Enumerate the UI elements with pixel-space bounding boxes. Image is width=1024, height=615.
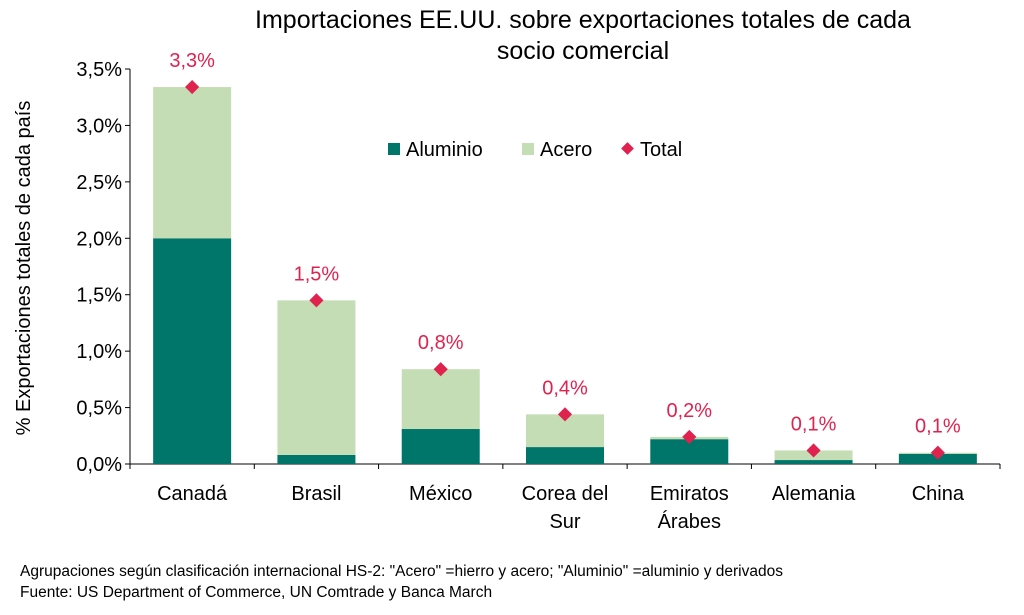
total-marker <box>557 407 573 422</box>
chart-title-line: Importaciones EE.UU. sobre exportaciones… <box>255 6 911 34</box>
legend-label-acero: Acero <box>540 139 592 161</box>
legend-swatch-total <box>621 142 634 155</box>
bar-aluminio <box>277 454 356 464</box>
y-tick-label: 3,5% <box>76 59 122 81</box>
bar-acero <box>277 300 356 455</box>
legend-label-aluminio: Aluminio <box>406 139 483 161</box>
bar-acero <box>401 369 480 430</box>
total-data-label: 0,8% <box>418 332 464 354</box>
chart: Importaciones EE.UU. sobre exportaciones… <box>13 6 1001 533</box>
total-data-label: 0,1% <box>915 416 961 438</box>
y-axis-label: % Exportaciones totales de cada país <box>13 101 35 436</box>
total-data-label: 1,5% <box>294 263 340 285</box>
total-data-label: 3,3% <box>169 50 215 72</box>
legend-label-total: Total <box>640 139 682 161</box>
y-tick-label: 2,0% <box>76 228 122 250</box>
x-tick-label: Emiratos <box>650 483 729 505</box>
total-data-label: 0,4% <box>542 377 588 399</box>
x-tick-label: Canadá <box>157 483 228 505</box>
total-data-label: 0,2% <box>666 400 712 422</box>
bar-aluminio <box>401 429 480 464</box>
total-marker <box>309 293 324 308</box>
total-marker <box>433 362 448 377</box>
chart-title-line: socio comercial <box>497 37 669 65</box>
legend-swatch-acero <box>522 143 534 155</box>
x-tick-label: Corea del <box>522 483 609 505</box>
bar-acero <box>153 87 232 239</box>
y-tick-label: 1,0% <box>76 341 122 363</box>
x-tick-label: Alemania <box>772 483 856 505</box>
bar-aluminio <box>774 460 853 464</box>
note-source: Fuente: US Department of Commerce, UN Co… <box>20 584 493 601</box>
bar-aluminio <box>153 238 232 464</box>
legend-swatch-aluminio <box>388 143 400 155</box>
y-tick-label: 0,0% <box>76 454 122 476</box>
x-tick-label: Árabes <box>658 510 721 533</box>
total-marker <box>930 445 945 460</box>
y-tick-label: 3,0% <box>76 115 122 137</box>
y-tick-label: 2,5% <box>76 172 122 194</box>
y-tick-label: 0,5% <box>76 398 122 420</box>
total-data-label: 0,1% <box>791 413 837 435</box>
bar-aluminio <box>526 447 604 464</box>
total-marker <box>806 443 821 458</box>
x-tick-label: México <box>409 483 472 505</box>
y-tick-label: 1,5% <box>76 285 122 307</box>
x-tick-label: Sur <box>549 511 580 533</box>
x-tick-label: China <box>912 483 965 505</box>
note-classification: Agrupaciones según clasificación interna… <box>20 563 783 580</box>
x-tick-label: Brasil <box>291 483 341 505</box>
total-marker <box>682 429 697 444</box>
